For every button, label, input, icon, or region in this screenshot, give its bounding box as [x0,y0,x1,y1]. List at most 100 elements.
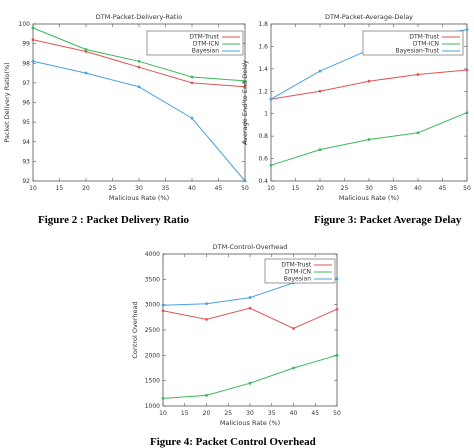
series-line-2 [162,354,338,399]
x-tick-label: 35 [390,185,398,192]
x-tick-label: 40 [414,185,422,192]
data-point [31,59,35,63]
data-point [335,307,339,311]
y-tick-label: 4000 [145,251,160,258]
x-tick-label: 30 [135,185,143,192]
x-tick-label: 45 [215,185,223,192]
y-tick-label: 1.6 [258,43,268,50]
data-point [465,68,469,72]
x-tick-label: 35 [268,410,276,417]
x-tick-label: 15 [292,185,300,192]
chart-title: DTM-Packet-Average-Delay [325,13,413,21]
x-tick-label: 45 [311,410,319,417]
x-tick-label: 50 [463,185,471,192]
y-tick-label: 93 [22,158,30,165]
y-tick-label: 96 [22,100,30,107]
data-point [269,163,273,167]
figure-4-caption: Figure 4: Packet Control Overhead [150,436,316,448]
data-point [318,89,322,93]
x-axis-label: Malicious Rate (%) [109,194,169,202]
data-point [84,71,88,75]
y-tick-label: 99 [22,41,30,48]
x-tick-label: 25 [224,410,232,417]
y-tick-label: 92 [22,178,30,185]
x-tick-label: 35 [162,185,170,192]
x-tick-label: 20 [82,185,90,192]
data-point [465,111,469,114]
x-tick-label: 25 [341,185,349,192]
data-point [31,26,35,30]
y-tick-label: 1500 [145,378,160,385]
legend-label: Bayesian [192,48,220,55]
legend-label: DTM-ICN [285,269,311,276]
chart-title: DTM-Packet-Delivery-Ratio [96,13,182,21]
data-point [243,179,247,183]
y-tick-label: 1.2 [258,88,268,95]
y-tick-label: 3500 [145,276,160,283]
y-tick-label: 100 [19,21,31,28]
x-tick-label: 50 [333,410,341,417]
legend-label: DTM-Trust [409,34,439,41]
x-tick-label: 20 [203,410,211,417]
y-tick-label: 0.4 [258,178,268,185]
y-axis-label: Average End to End Delay [241,60,249,145]
y-tick-label: 2500 [145,327,160,334]
x-tick-label: 10 [29,185,37,192]
data-point [31,38,35,42]
data-point [335,277,339,281]
data-point [318,69,322,73]
y-tick-label: 1 [264,111,268,118]
data-point [137,65,141,69]
data-point [248,381,252,385]
x-tick-label: 45 [439,185,447,192]
x-tick-label: 20 [316,185,324,192]
y-tick-label: 97 [22,80,30,87]
x-tick-label: 10 [159,410,167,417]
data-point [248,306,252,310]
data-point [205,317,208,321]
data-point [248,296,252,299]
y-tick-label: 94 [22,139,30,146]
data-point [292,327,295,330]
x-tick-label: 25 [109,185,117,192]
data-point [292,366,295,370]
data-point [190,116,194,120]
data-point [205,393,208,397]
y-tick-label: 1000 [145,403,160,410]
x-tick-label: 10 [267,185,275,192]
x-tick-label: 15 [56,185,64,192]
chart-2: DTM-Packet-Average-Delay 10 15 20 25 30 35 40 45… [241,13,471,202]
data-point [243,85,247,89]
data-point [269,97,273,101]
figure-2-caption: Figure 2 : Packet Delivery Ratio [38,214,190,226]
data-point [367,79,371,83]
series-line-1 [270,69,468,100]
data-point [335,353,339,357]
figure-3-caption: Figure 3: Packet Average Delay [314,214,462,226]
x-axis-label: Malicious Rate (%) [339,194,399,202]
data-point [465,28,469,32]
data-point [243,79,247,83]
chart-title: DTM-Control-Overhead [213,243,288,251]
legend-label: Bayesian-Trust [396,48,440,55]
data-point [367,138,371,141]
chart-3: DTM-Control-Overhead 10 15 20 25 30 35 40 45 50 10… [131,243,341,427]
legend-label: Bayesian [284,276,312,283]
x-tick-label: 40 [290,410,298,417]
data-point [318,148,322,152]
data-point [416,73,420,76]
y-axis-label: Packet Delivery Ratio(%) [3,62,11,142]
y-tick-label: 2000 [145,352,160,359]
series-line-3 [32,60,246,182]
y-tick-label: 95 [22,119,30,126]
data-point [161,397,165,400]
data-point [190,81,194,85]
data-point [161,303,165,307]
legend-label: DTM-Trust [281,262,311,269]
data-point [161,309,165,313]
x-tick-label: 40 [188,185,196,192]
